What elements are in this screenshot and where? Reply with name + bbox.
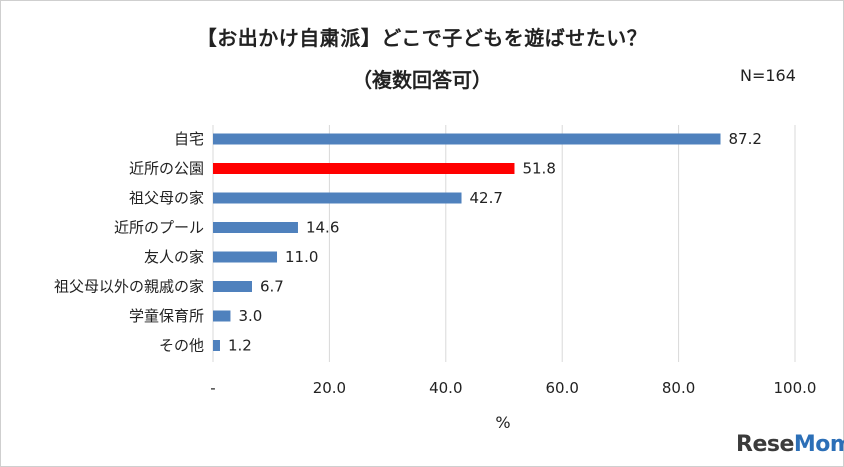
bar	[213, 310, 231, 322]
category-label: 近所のプール	[114, 219, 204, 237]
grid-lines	[212, 125, 796, 362]
chart-title: 【お出かけ自粛派】どこで子どもを遊ばせたい？	[196, 26, 648, 50]
category-label: その他	[159, 337, 204, 355]
bar	[213, 163, 515, 174]
category-label: 学童保育所	[129, 307, 204, 325]
bar	[213, 281, 252, 292]
x-tick-label: 40.0	[429, 379, 462, 397]
value-label: 1.2	[228, 337, 252, 355]
resemom-logo: ReseMom	[736, 432, 844, 457]
value-label: 3.0	[238, 307, 262, 325]
x-axis-title: %	[495, 413, 510, 432]
category-label: 友人の家	[144, 248, 204, 266]
category-label: 自宅	[174, 130, 204, 148]
bar	[213, 192, 462, 204]
sample-size-note: N=164	[740, 66, 796, 85]
x-tick-labels: - 20.0 40.0 60.0 80.0 100.0	[210, 379, 816, 397]
value-label: 6.7	[260, 278, 284, 296]
chart-subtitle: （複数回答可）	[352, 68, 492, 92]
x-tick-label: -	[210, 379, 215, 397]
x-tick-label: 60.0	[545, 379, 578, 397]
bar	[213, 222, 298, 233]
x-tick-label: 80.0	[662, 379, 695, 397]
value-label: 87.2	[729, 130, 762, 148]
bars	[213, 133, 721, 351]
value-label: 14.6	[306, 219, 339, 237]
x-tick-label: 20.0	[313, 379, 346, 397]
value-label: 42.7	[470, 189, 503, 207]
category-label: 祖父母の家	[129, 189, 204, 207]
bar	[213, 340, 220, 351]
bar	[213, 251, 278, 263]
value-label: 51.8	[522, 160, 555, 178]
bar	[213, 133, 721, 145]
category-label: 近所の公園	[129, 160, 204, 178]
value-labels: 87.2 51.8 42.7 14.6 11.06.7 3.0 1.2	[228, 130, 762, 355]
category-label: 祖父母以外の親戚の家	[54, 278, 204, 296]
x-tick-label: 100.0	[774, 379, 817, 397]
value-label: 11.0	[285, 248, 318, 266]
